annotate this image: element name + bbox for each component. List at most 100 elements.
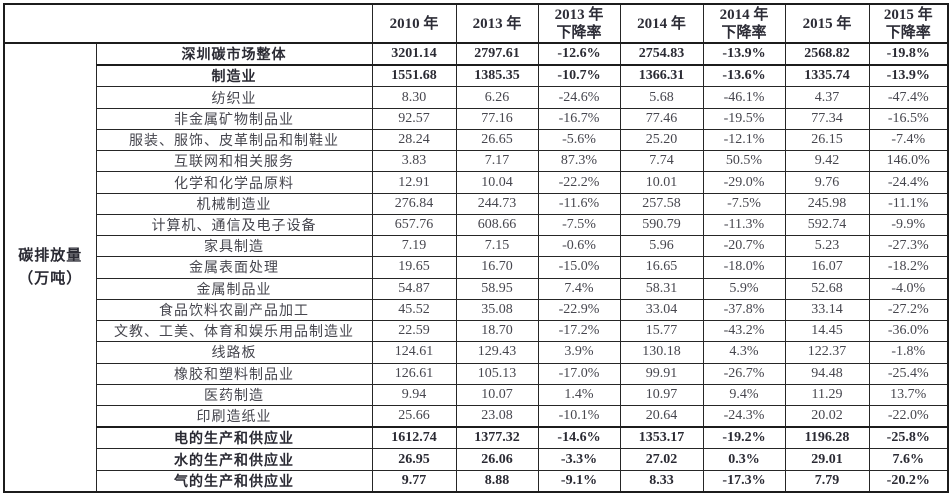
column-header-year: 2015 年 [883,6,933,23]
value-cell: -17.3% [702,469,786,493]
value-cell: 8.33 [619,469,704,493]
row-label: 电的生产和供应业 [95,426,373,450]
value-cell: -37.8% [702,298,786,322]
value-cell: 590.79 [619,213,704,237]
value-cell: 5.96 [619,235,704,258]
row-label: 食品饮料农副产品加工 [95,298,373,322]
value-cell: -17.0% [537,362,621,385]
value-cell: 5.68 [619,86,704,109]
value-cell: -20.7% [702,235,786,258]
value-cell: 26.06 [455,448,539,471]
row-label: 深圳碳市场整体 [95,42,373,67]
value-cell: -13.9% [702,42,786,67]
value-cell: 10.97 [619,383,704,406]
value-cell: 22.59 [371,320,457,343]
column-header: 2014 年 [619,3,704,44]
value-cell: 25.66 [371,404,457,428]
value-cell: 12.91 [371,171,457,194]
value-cell: 276.84 [371,192,457,215]
corner-cell [3,3,373,44]
value-cell: -1.8% [868,341,949,364]
column-header-year: 2014 年 [719,6,769,23]
column-header-subtitle: 下降率 [556,24,602,41]
value-cell: -12.1% [702,128,786,152]
value-cell: 27.02 [619,448,704,471]
value-cell: 1196.28 [784,426,870,450]
value-cell: -16.7% [537,107,621,130]
value-cell: -15.0% [537,256,621,279]
value-cell: -4.0% [868,277,949,300]
value-cell: 20.64 [619,404,704,428]
row-group-header-line2: （万吨） [18,270,83,287]
value-cell: -0.6% [537,235,621,258]
column-header: 2015 年下降率 [868,3,949,44]
value-cell: -10.1% [537,404,621,428]
value-cell: 15.77 [619,320,704,343]
value-cell: 5.9% [702,277,786,300]
value-cell: 35.08 [455,298,539,322]
value-cell: -10.7% [537,64,621,88]
value-cell: 126.61 [371,362,457,385]
value-cell: 29.01 [784,448,870,471]
value-cell: -24.4% [868,171,949,194]
value-cell: 50.5% [702,150,786,173]
value-cell: 58.95 [455,277,539,300]
value-cell: 33.14 [784,298,870,322]
table-row: 电的生产和供应业 1612.74 1377.32 -14.6% 1353.17 -19.2… [4,426,949,450]
row-label: 印刷造纸业 [95,404,373,428]
value-cell: 26.95 [371,448,457,471]
value-cell: -22.0% [868,404,949,428]
value-cell: -47.4% [868,86,949,109]
value-cell: 77.16 [455,107,539,130]
value-cell: -26.7% [702,362,786,385]
value-cell: 3.9% [537,341,621,364]
value-cell: 130.18 [619,341,704,364]
value-cell: -9.1% [537,469,621,493]
value-cell: 10.04 [455,171,539,194]
value-cell: -17.2% [537,320,621,343]
value-cell: -18.2% [868,256,949,279]
value-cell: 99.91 [619,362,704,385]
value-cell: 244.73 [455,192,539,215]
value-cell: 7.15 [455,235,539,258]
table-row: 计算机、通信及电子设备 657.76 608.66 -7.5% 590.79 -11.3%… [4,213,949,237]
value-cell: 58.31 [619,277,704,300]
table-row: 金属制品业 54.87 58.95 7.4% 58.31 5.9% 52.68 -4.0% [4,277,949,300]
value-cell: -11.1% [868,192,949,215]
row-label: 橡胶和塑料制品业 [95,362,373,385]
row-label: 计算机、通信及电子设备 [95,213,373,237]
value-cell: -19.5% [702,107,786,130]
value-cell: 105.13 [455,362,539,385]
value-cell: 10.01 [619,171,704,194]
value-cell: 20.02 [784,404,870,428]
value-cell: 9.94 [371,383,457,406]
row-label: 文教、工美、体育和娱乐用品制造业 [95,320,373,343]
value-cell: -22.9% [537,298,621,322]
table-row: 家具制造 7.19 7.15 -0.6% 5.96 -20.7% 5.23 -27.3% [4,235,949,258]
value-cell: -19.2% [702,426,786,450]
value-cell: 23.08 [455,404,539,428]
table-row: 橡胶和塑料制品业 126.61 105.13 -17.0% 99.91 -26.7% 94.… [4,362,949,385]
row-label: 水的生产和供应业 [95,448,373,471]
column-header: 2013 年下降率 [537,3,621,44]
value-cell: 245.98 [784,192,870,215]
value-cell: 1366.31 [619,64,704,88]
column-header-subtitle: 下降率 [885,24,931,41]
value-cell: 4.37 [784,86,870,109]
value-cell: 92.57 [371,107,457,130]
value-cell: -7.5% [702,192,786,215]
value-cell: -13.9% [868,64,949,88]
column-header-year: 2015 年 [802,15,852,32]
table-row: 纺织业 8.30 6.26 -24.6% 5.68 -46.1% 4.37 -47.4% [4,86,949,109]
value-cell: 3201.14 [371,42,457,67]
value-cell: -24.6% [537,86,621,109]
value-cell: 257.58 [619,192,704,215]
value-cell: 8.88 [455,469,539,493]
value-cell: 1612.74 [371,426,457,450]
column-header-year: 2013 年 [472,15,522,32]
value-cell: 33.04 [619,298,704,322]
table-row: 碳排放量 （万吨） 深圳碳市场整体 3201.14 2797.61 -12.6% 2754.… [3,42,949,493]
value-cell: 1551.68 [371,64,457,88]
value-cell: 122.37 [784,341,870,364]
